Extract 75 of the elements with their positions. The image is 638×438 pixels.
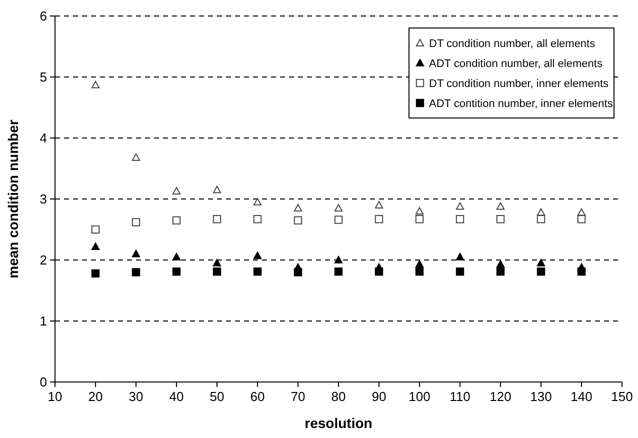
point [253, 215, 262, 224]
y-tick-label: 6 [40, 8, 47, 24]
x-tick-label: 70 [290, 389, 306, 404]
point [172, 186, 181, 194]
x-axis-title: resolution [304, 415, 372, 431]
point [577, 208, 586, 216]
point [212, 215, 222, 224]
x-tick-label: 40 [169, 389, 184, 404]
point [132, 250, 140, 258]
point [334, 204, 343, 212]
point [536, 208, 546, 216]
point [212, 258, 222, 266]
x-tick-label: 150 [611, 389, 633, 404]
point [415, 267, 424, 276]
point [91, 80, 100, 88]
point [415, 215, 424, 224]
legend-label: DT condition number, inner elements [429, 78, 610, 90]
point [132, 218, 140, 226]
point [212, 267, 222, 276]
point [172, 216, 181, 224]
point [253, 252, 262, 260]
point [253, 267, 262, 276]
x-tick-label: 130 [530, 389, 552, 404]
point [172, 267, 181, 276]
x-tick-label: 10 [48, 389, 62, 404]
point [496, 215, 505, 224]
y-axis-title: mean condition number [5, 119, 21, 278]
point [456, 267, 464, 276]
point [415, 260, 424, 268]
point [456, 215, 464, 224]
x-tick-label: 30 [128, 389, 144, 404]
point [132, 153, 140, 161]
x-tick-label: 80 [331, 389, 346, 404]
point [91, 269, 100, 278]
point [456, 202, 464, 210]
point [374, 263, 384, 271]
point [294, 216, 302, 224]
y-tick-label: 2 [40, 252, 47, 268]
x-tick-label: 60 [250, 389, 265, 404]
point [496, 260, 505, 268]
point [536, 267, 546, 276]
x-tick-label: 110 [450, 389, 470, 404]
x-tick-label: 90 [372, 389, 386, 404]
point [374, 215, 384, 224]
x-tick-label: 140 [570, 389, 592, 404]
y-tick-label: 4 [40, 130, 47, 146]
legend-label: DT condition number, all elements [429, 38, 596, 50]
legend-label: ADT condition number, all elements [429, 58, 603, 70]
point [415, 207, 424, 215]
point [334, 267, 343, 276]
legend-label: ADT contition number, inner elements [429, 98, 614, 110]
point [91, 242, 100, 250]
point [132, 268, 140, 276]
point [172, 252, 181, 260]
x-tick-label: 50 [210, 389, 224, 404]
point [294, 204, 302, 212]
point [294, 263, 302, 271]
x-tick-label: 100 [408, 389, 430, 404]
y-tick-label: 1 [40, 314, 47, 329]
point [456, 252, 464, 260]
point [212, 186, 222, 194]
x-tick-label: 120 [490, 389, 512, 404]
point [334, 256, 343, 264]
point [536, 258, 546, 266]
point [253, 198, 262, 206]
point [334, 216, 343, 224]
y-tick-label: 0 [40, 374, 47, 390]
point [91, 225, 100, 234]
x-tick-label: 20 [88, 389, 103, 404]
y-tick-label: 5 [40, 70, 47, 85]
point [374, 201, 384, 208]
point [577, 263, 586, 271]
point [496, 202, 505, 210]
y-tick-label: 3 [40, 192, 47, 207]
point [496, 267, 505, 276]
